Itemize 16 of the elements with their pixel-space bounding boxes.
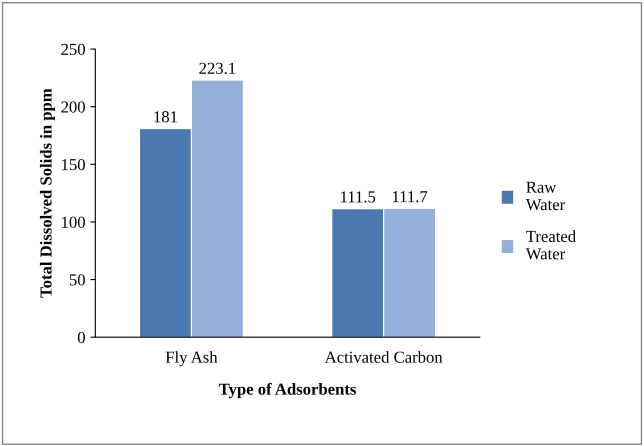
- y-tick-label: 50: [70, 274, 85, 286]
- y-tick-label: 150: [62, 159, 85, 170]
- y-tick-label: 200: [61, 101, 85, 113]
- legend-label: Treated Water: [526, 230, 576, 260]
- y-tick-label: 250: [61, 44, 85, 56]
- x-axis-title: Type of Adsorbents: [218, 382, 356, 398]
- data-label: 111.7: [392, 191, 428, 202]
- y-axis-title: Total Dissolved Solids in ppm: [40, 88, 56, 298]
- x-tick-label: Activated Carbon: [324, 351, 442, 363]
- y-tick-label: 0: [78, 332, 85, 344]
- data-label: 111.5: [341, 191, 376, 203]
- data-label: 181: [154, 111, 177, 122]
- legend-label: Raw Water: [526, 182, 566, 210]
- y-tick-label: 100: [62, 216, 85, 228]
- data-label: 223.1: [199, 62, 236, 74]
- x-tick-label: Fly Ash: [166, 351, 218, 366]
